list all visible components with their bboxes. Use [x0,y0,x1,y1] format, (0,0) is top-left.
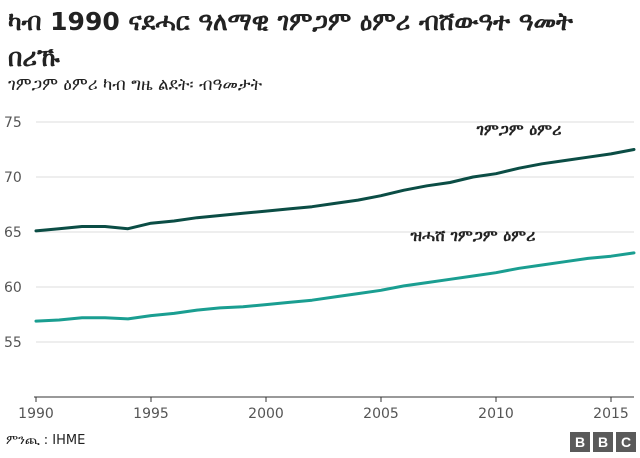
logo-letter: C [616,432,636,452]
x-tick-label: 1990 [18,406,54,422]
grid-lines [36,121,634,343]
series-labels: ገምጋም ዕምሪ ዝሓሸ ገምጋም ዕምሪ [410,120,562,245]
y-tick-label: 60 [4,280,22,296]
chart-subtitle: ገምጋም ዕምሪ ካብ ግዜ ልደት፡ ብዓመታት [8,75,263,95]
series-lines [34,148,636,323]
y-tick-label: 75 [4,115,22,131]
logo-letter: B [593,432,613,452]
x-tick-label: 2000 [248,406,284,422]
bbc-logo: B B C [570,432,636,452]
x-tick-label: 2015 [593,406,629,422]
x-tick-label: 2010 [478,406,514,422]
source-note: ምንጪ : IHME [6,433,86,448]
y-tick-label: 65 [4,225,22,241]
y-tick-label: 55 [4,335,22,351]
y-tick-label: 70 [4,170,22,186]
axes: 55 60 65 70 75 1990 1995 2000 2005 2010 2015 [4,115,634,422]
x-tick-label: 2005 [363,406,399,422]
series-line [34,251,636,323]
chart-title: ካብ 1990 ናደሓር ዓለማዊ ገምጋም ዕምሪ ብሸውዓተ ዓመት በሪኹ [8,7,573,72]
x-tick-label: 1995 [133,406,169,422]
logo-letter: B [570,432,590,452]
series-label: ገምጋም ዕምሪ [476,120,562,139]
series-line [34,148,636,233]
series-label: ዝሓሸ ገምጋም ዕምሪ [410,226,536,245]
